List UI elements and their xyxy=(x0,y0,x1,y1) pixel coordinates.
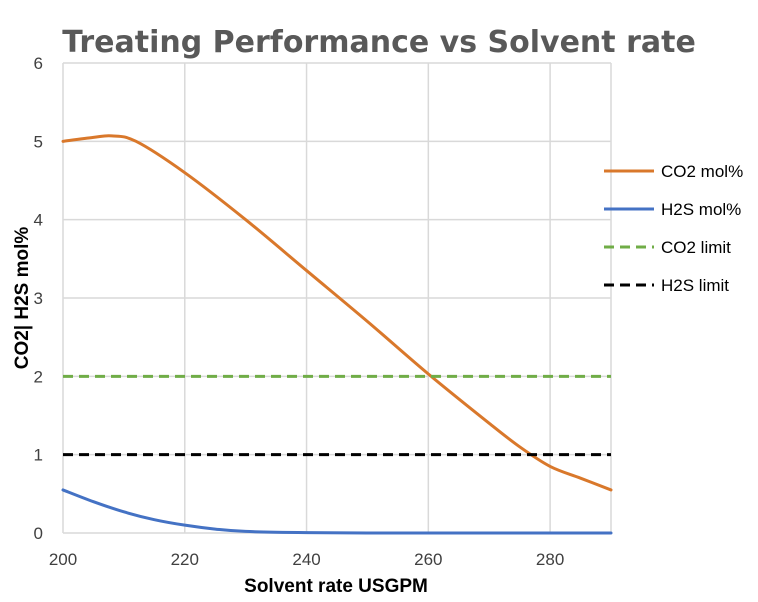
x-axis-title: Solvent rate USGPM xyxy=(244,576,428,597)
y-tick-label: 4 xyxy=(34,211,43,230)
x-tick-label: 260 xyxy=(414,550,442,569)
x-tick-label: 280 xyxy=(536,550,564,569)
y-tick-label: 5 xyxy=(34,132,43,151)
tick-labels: 0 1 2 3 4 5 6 200 220 240 260 280 xyxy=(34,54,565,569)
y-axis-title: CO2| H2S mol% xyxy=(12,227,33,370)
y-tick-label: 6 xyxy=(34,54,43,73)
x-tick-label: 220 xyxy=(171,550,199,569)
x-tick-label: 240 xyxy=(292,550,320,569)
y-tick-label: 3 xyxy=(34,289,43,308)
series-h2s-mol xyxy=(61,488,613,535)
legend-label: CO2 limit xyxy=(661,238,731,257)
legend: CO2 mol% H2S mol% CO2 limit H2S limit xyxy=(604,162,743,295)
y-tick-label: 2 xyxy=(34,367,43,386)
x-tick-label: 200 xyxy=(49,550,77,569)
grid xyxy=(62,62,612,534)
legend-label: CO2 mol% xyxy=(661,162,743,181)
legend-label: H2S limit xyxy=(661,276,729,295)
y-tick-label: 0 xyxy=(34,524,43,543)
series-lines xyxy=(61,134,613,535)
legend-label: H2S mol% xyxy=(661,200,741,219)
y-tick-label: 1 xyxy=(34,446,43,465)
chart-title: Treating Performance vs Solvent rate xyxy=(62,25,696,60)
series-co2-mol xyxy=(61,134,613,492)
